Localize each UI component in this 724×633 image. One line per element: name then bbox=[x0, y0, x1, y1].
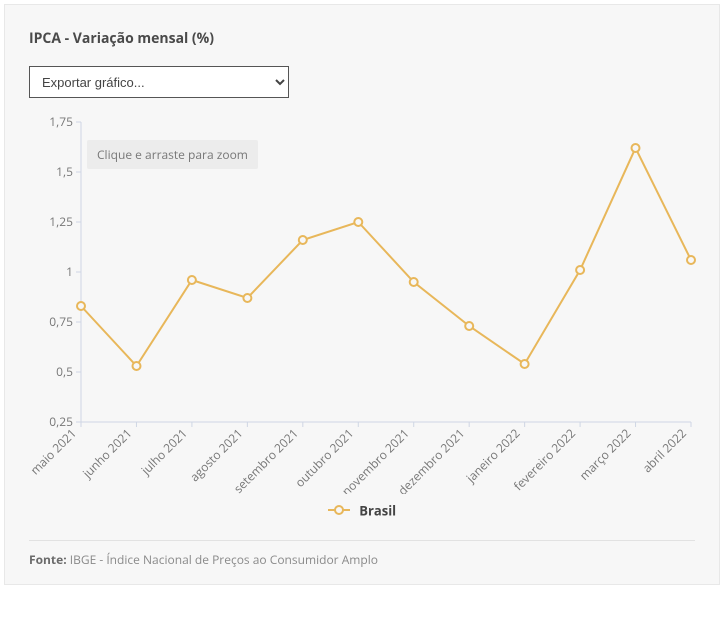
source-line: Fonte: IBGE - Índice Nacional de Preços … bbox=[29, 551, 695, 568]
source-label: Fonte: bbox=[29, 551, 67, 568]
chart-card: IPCA - Variação mensal (%) Exportar gráf… bbox=[4, 4, 720, 585]
svg-text:1: 1 bbox=[66, 263, 73, 280]
chart-title: IPCA - Variação mensal (%) bbox=[29, 29, 695, 48]
divider bbox=[29, 540, 695, 541]
svg-text:1,5: 1,5 bbox=[56, 163, 73, 180]
chart-svg: 0,250,50,7511,251,51,75maio 2021junho 20… bbox=[29, 114, 697, 494]
svg-text:0,5: 0,5 bbox=[56, 363, 73, 380]
legend-label: Brasil bbox=[359, 502, 396, 520]
svg-text:março 2022: março 2022 bbox=[576, 425, 635, 484]
svg-text:1,25: 1,25 bbox=[49, 213, 73, 230]
svg-text:abril 2022: abril 2022 bbox=[639, 425, 690, 476]
svg-text:0,75: 0,75 bbox=[49, 313, 73, 330]
source-text: IBGE - Índice Nacional de Preços ao Cons… bbox=[67, 551, 378, 568]
chart-plot-area[interactable]: Clique e arraste para zoom 0,250,50,7511… bbox=[29, 114, 695, 494]
svg-text:julho 2021: julho 2021 bbox=[137, 425, 191, 479]
legend[interactable]: Brasil bbox=[29, 494, 695, 534]
svg-text:1,75: 1,75 bbox=[49, 114, 73, 130]
export-select[interactable]: Exportar gráfico... bbox=[29, 66, 289, 98]
svg-text:junho 2021: junho 2021 bbox=[78, 425, 135, 482]
legend-marker-icon bbox=[328, 502, 350, 520]
svg-text:maio 2021: maio 2021 bbox=[29, 425, 80, 478]
